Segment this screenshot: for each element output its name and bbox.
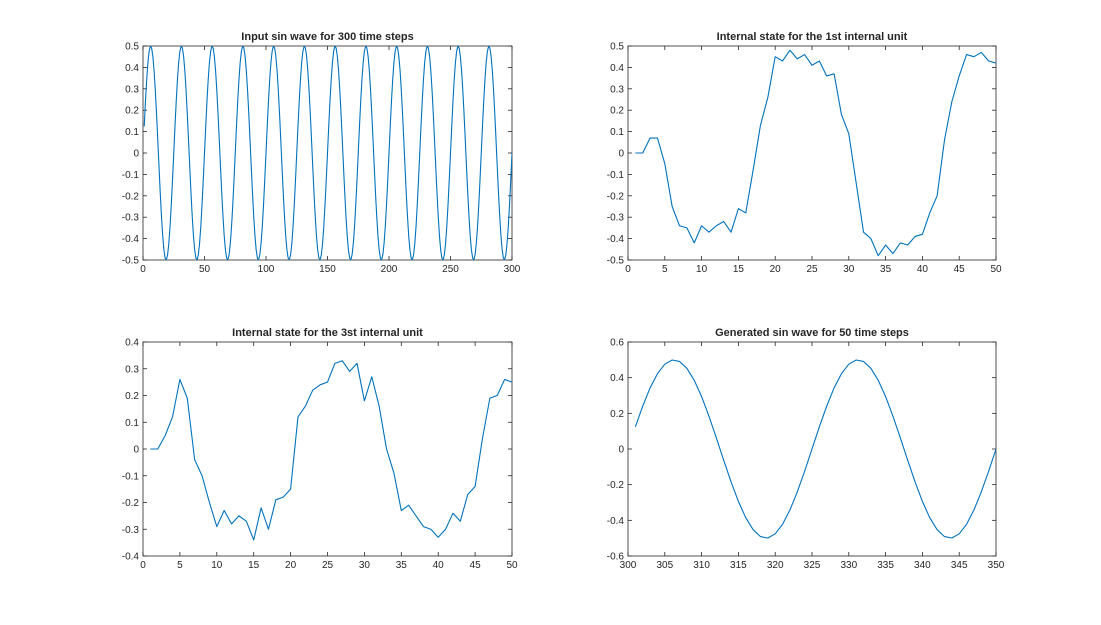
x-tick-label: 45: [470, 560, 482, 571]
subplot-internal-state-unit-1: 0 5 10 15 20 25 30 35 40 45 50 -0.5 -0.4 -0.3 -0.2 -0.1…: [607, 31, 1002, 275]
y-tick-label: -0.1: [122, 170, 140, 181]
x-tick-label: 50: [990, 264, 1002, 275]
y-tick-label: -0.4: [122, 552, 140, 563]
x-tick-label: 300: [504, 264, 521, 275]
y-tick-label: -0.2: [122, 191, 140, 202]
subplot-generated-sin-wave: 300 305 310 315 320 325 330 335 340 345 350 -0.6 -0.…: [607, 327, 1005, 571]
series-line-unit-1: [635, 49, 996, 257]
x-tick-label: 5: [177, 560, 183, 571]
y-tick-label: -0.3: [122, 213, 140, 224]
axes-box: [142, 341, 513, 557]
x-tick-label: 25: [322, 560, 334, 571]
y-tick-label: 0: [618, 149, 624, 160]
subplot-input-sin-wave: 0 50 100 150 200 250 300 -0.5 -0.4 -0.3 -0.2 -0.1 0 0…: [122, 31, 521, 275]
x-tick-label: 350: [988, 560, 1005, 571]
x-tick-label: 200: [381, 264, 398, 275]
y-tick-label: 0.6: [610, 338, 624, 349]
series-line-generated: [634, 359, 996, 539]
x-tick-label: 320: [767, 560, 784, 571]
axes-box: [627, 45, 997, 261]
series-line-input: [143, 46, 512, 260]
y-tick-label: -0.1: [607, 170, 625, 181]
y-tick-label: -0.4: [607, 234, 625, 245]
x-tick-label: 40: [433, 560, 445, 571]
y-tick-label: 0.4: [125, 338, 139, 349]
y-tick-label: -0.3: [122, 525, 140, 536]
x-tick-label: 315: [730, 560, 747, 571]
y-tick-label: 0.2: [610, 106, 624, 117]
x-tick-label: 335: [877, 560, 894, 571]
x-tick-label: 10: [696, 264, 708, 275]
x-tick-label: 0: [140, 560, 146, 571]
y-tick-label: -0.4: [607, 516, 625, 527]
y-tick-label: 0.1: [125, 127, 139, 138]
x-tick-label: 0: [140, 264, 146, 275]
y-tick-label: 0: [618, 445, 624, 456]
y-tick-label: 0.4: [610, 373, 624, 384]
x-tick-label: 50: [506, 560, 518, 571]
y-tick-label: -0.5: [607, 256, 625, 267]
x-tick-label: 15: [733, 264, 745, 275]
y-tick-label: 0.3: [610, 84, 624, 95]
x-tick-label: 300: [620, 560, 637, 571]
y-tick-label: -0.5: [122, 256, 140, 267]
x-tick-label: 45: [954, 264, 966, 275]
x-tick-label: 330: [840, 560, 857, 571]
y-tick-label: 0.2: [125, 106, 139, 117]
x-tick-label: 30: [843, 264, 855, 275]
y-tick-label: -0.2: [122, 498, 140, 509]
x-tick-label: 20: [285, 560, 297, 571]
x-tick-label: 325: [804, 560, 821, 571]
y-tick-label: -0.4: [122, 234, 140, 245]
x-tick-label: 25: [806, 264, 818, 275]
x-tick-label: 20: [770, 264, 782, 275]
chart-title: Internal state for the 1st internal unit: [717, 31, 908, 43]
x-tick-label: 250: [442, 264, 459, 275]
y-tick-label: -0.1: [122, 471, 140, 482]
chart-title: Input sin wave for 300 time steps: [241, 31, 413, 43]
y-tick-label: 0.1: [610, 127, 624, 138]
x-tick-label: 40: [917, 264, 929, 275]
y-tick-label: 0.4: [125, 63, 139, 74]
y-tick-label: 0.5: [610, 42, 624, 53]
x-tick-label: 35: [880, 264, 892, 275]
series-line-unit-3: [150, 360, 512, 541]
y-tick-label: 0.3: [125, 364, 139, 375]
y-tick-label: 0.3: [125, 84, 139, 95]
chart-title: Generated sin wave for 50 time steps: [715, 327, 909, 339]
x-tick-label: 150: [319, 264, 336, 275]
x-tick-label: 305: [656, 560, 673, 571]
x-tick-label: 5: [662, 264, 668, 275]
x-tick-label: 0: [625, 264, 631, 275]
y-tick-label: 0.2: [125, 391, 139, 402]
x-tick-label: 100: [258, 264, 275, 275]
subplot-internal-state-unit-3: 0 5 10 15 20 25 30 35 40 45 50 -0.4 -0.3 -0.2 -0.1 0 0.1…: [122, 327, 518, 571]
chart-title: Internal state for the 3st internal unit: [232, 327, 423, 339]
x-tick-label: 340: [914, 560, 931, 571]
y-tick-label: 0: [133, 445, 139, 456]
x-tick-label: 345: [951, 560, 968, 571]
x-tick-label: 50: [199, 264, 211, 275]
y-tick-label: -0.2: [607, 480, 625, 491]
y-tick-label: -0.2: [607, 191, 625, 202]
x-tick-label: 10: [211, 560, 223, 571]
y-tick-label: -0.3: [607, 213, 625, 224]
x-tick-label: 310: [693, 560, 710, 571]
x-tick-label: 15: [248, 560, 260, 571]
x-tick-label: 35: [396, 560, 408, 571]
y-tick-label: 0.4: [610, 63, 624, 74]
y-tick-label: 0: [133, 149, 139, 160]
y-tick-label: 0.5: [125, 42, 139, 53]
x-tick-label: 30: [359, 560, 371, 571]
y-tick-label: 0.1: [125, 418, 139, 429]
y-tick-label: -0.6: [607, 552, 625, 563]
y-tick-label: 0.2: [610, 409, 624, 420]
